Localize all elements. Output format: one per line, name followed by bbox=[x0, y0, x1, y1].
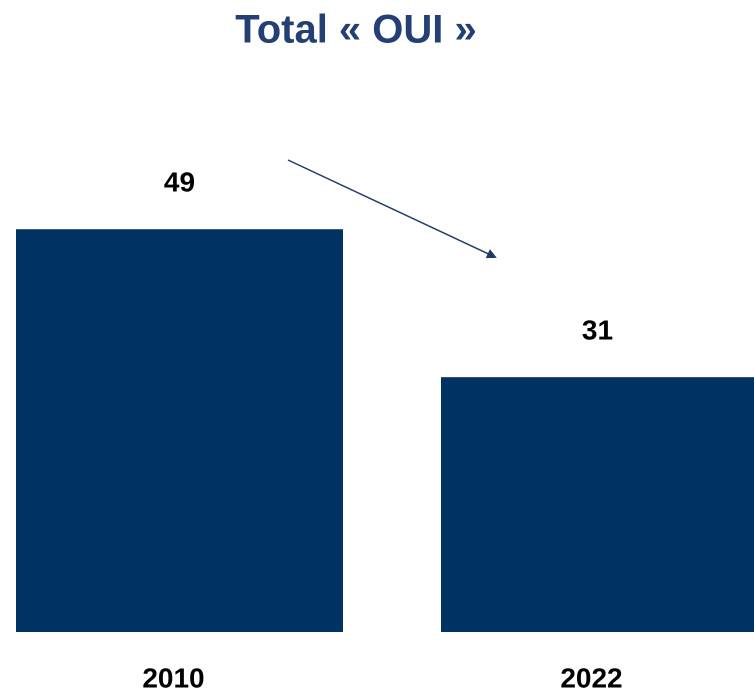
x-tick-label: 2010 bbox=[142, 662, 204, 693]
chart-title: Total « OUI » bbox=[235, 8, 477, 52]
bar bbox=[16, 229, 343, 632]
value-label: 31 bbox=[582, 315, 613, 346]
bar bbox=[441, 377, 754, 632]
trend-arrow bbox=[287, 159, 497, 259]
value-label: 49 bbox=[164, 167, 195, 198]
x-tick-label: 2022 bbox=[560, 662, 622, 693]
